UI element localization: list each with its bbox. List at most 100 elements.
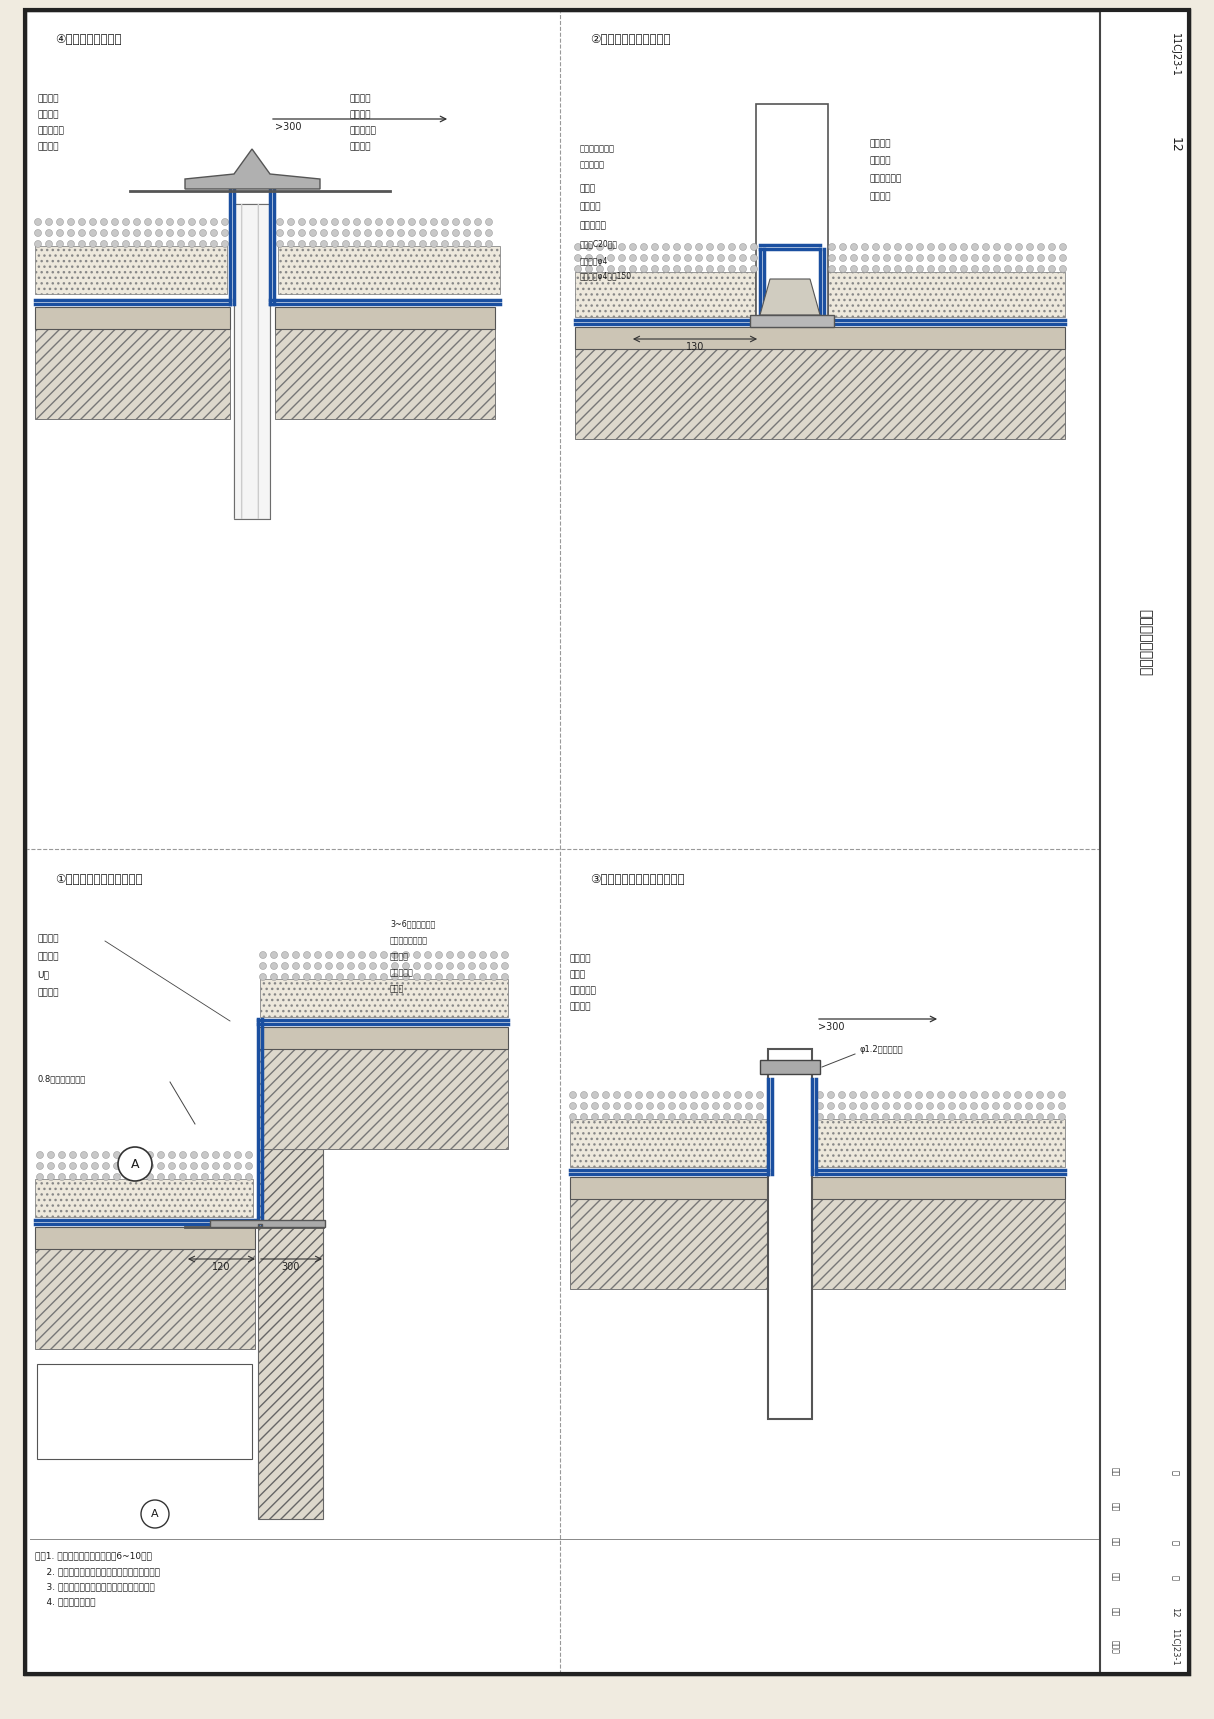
- Text: 密封材料: 密封材料: [350, 95, 371, 103]
- Circle shape: [342, 230, 350, 237]
- Circle shape: [36, 1174, 44, 1181]
- Circle shape: [223, 1152, 231, 1159]
- Circle shape: [358, 952, 365, 959]
- Circle shape: [828, 1102, 834, 1109]
- Text: 0.8厚镀锌钢板泛水: 0.8厚镀锌钢板泛水: [36, 1074, 85, 1083]
- Circle shape: [358, 963, 365, 970]
- Circle shape: [336, 952, 344, 959]
- Circle shape: [314, 963, 322, 970]
- Circle shape: [641, 244, 647, 251]
- Circle shape: [674, 254, 681, 261]
- Text: 密封材料: 密封材料: [50, 1372, 68, 1380]
- Circle shape: [453, 241, 460, 248]
- Circle shape: [917, 244, 924, 251]
- Circle shape: [90, 230, 96, 237]
- Circle shape: [717, 244, 725, 251]
- Text: 设计: 设计: [1111, 1573, 1119, 1581]
- Circle shape: [57, 218, 63, 225]
- Circle shape: [79, 241, 85, 248]
- Circle shape: [380, 963, 387, 970]
- Circle shape: [1060, 244, 1067, 251]
- Circle shape: [691, 1102, 698, 1109]
- Circle shape: [1026, 1092, 1032, 1098]
- Circle shape: [68, 218, 74, 225]
- Circle shape: [202, 1174, 209, 1181]
- Bar: [35, 308, 229, 328]
- Circle shape: [894, 1092, 901, 1098]
- Circle shape: [271, 963, 278, 970]
- Circle shape: [602, 1092, 609, 1098]
- Circle shape: [358, 973, 365, 980]
- Circle shape: [277, 218, 284, 225]
- Circle shape: [724, 1092, 731, 1098]
- Circle shape: [1037, 1092, 1044, 1098]
- Circle shape: [652, 265, 658, 273]
- Circle shape: [926, 1092, 934, 1098]
- Circle shape: [47, 1174, 55, 1181]
- Circle shape: [436, 952, 442, 959]
- Text: 附加防水层: 附加防水层: [571, 987, 597, 995]
- Circle shape: [136, 1152, 142, 1159]
- Circle shape: [970, 1114, 977, 1121]
- Circle shape: [1015, 244, 1022, 251]
- Circle shape: [1060, 254, 1067, 261]
- Circle shape: [134, 241, 141, 248]
- Circle shape: [872, 1102, 879, 1109]
- Circle shape: [839, 1102, 845, 1109]
- Circle shape: [501, 952, 509, 959]
- Circle shape: [364, 241, 371, 248]
- Text: 保温层: 保温层: [390, 985, 404, 994]
- Circle shape: [431, 241, 437, 248]
- Circle shape: [960, 265, 968, 273]
- Circle shape: [420, 230, 426, 237]
- Circle shape: [926, 1102, 934, 1109]
- Circle shape: [431, 218, 437, 225]
- Circle shape: [304, 952, 311, 959]
- Text: ④倒置式屋面变形缝: ④倒置式屋面变形缝: [55, 33, 121, 45]
- Text: 衬垫材料: 衬垫材料: [870, 193, 891, 201]
- Circle shape: [320, 241, 328, 248]
- Circle shape: [618, 254, 625, 261]
- Circle shape: [1038, 244, 1044, 251]
- Circle shape: [57, 241, 63, 248]
- Text: 120: 120: [211, 1262, 231, 1272]
- Circle shape: [102, 1162, 109, 1169]
- Circle shape: [155, 218, 163, 225]
- Circle shape: [658, 1102, 664, 1109]
- Circle shape: [90, 241, 96, 248]
- Circle shape: [817, 1092, 823, 1098]
- Circle shape: [486, 241, 493, 248]
- Circle shape: [669, 1102, 675, 1109]
- Circle shape: [469, 973, 476, 980]
- Circle shape: [34, 230, 41, 237]
- Text: 自粘套材: 自粘套材: [36, 952, 58, 961]
- Circle shape: [480, 952, 487, 959]
- Text: 秋: 秋: [1170, 1575, 1180, 1580]
- Circle shape: [282, 963, 289, 970]
- Circle shape: [915, 1102, 923, 1109]
- Circle shape: [342, 241, 350, 248]
- Circle shape: [271, 952, 278, 959]
- Circle shape: [113, 1152, 120, 1159]
- Circle shape: [745, 1114, 753, 1121]
- Circle shape: [199, 230, 206, 237]
- Text: 3. 屋面保温材料及保温层厚度由计算确定。: 3. 屋面保温材料及保温层厚度由计算确定。: [35, 1583, 154, 1592]
- Circle shape: [839, 1114, 845, 1121]
- Text: 水落口杯内: 水落口杯内: [580, 160, 605, 170]
- Circle shape: [574, 265, 582, 273]
- Circle shape: [734, 1092, 742, 1098]
- Circle shape: [288, 230, 295, 237]
- Circle shape: [1049, 244, 1055, 251]
- Circle shape: [212, 1152, 220, 1159]
- Circle shape: [453, 230, 460, 237]
- Circle shape: [739, 265, 747, 273]
- Text: 注：1. 屋面泛水注意保护层厚度6~10层。: 注：1. 屋面泛水注意保护层厚度6~10层。: [35, 1552, 152, 1561]
- Circle shape: [101, 218, 108, 225]
- Circle shape: [293, 963, 300, 970]
- Circle shape: [713, 1102, 720, 1109]
- Circle shape: [828, 244, 835, 251]
- Bar: [276, 328, 495, 419]
- Bar: [828, 272, 1065, 316]
- Circle shape: [971, 244, 978, 251]
- Circle shape: [210, 218, 217, 225]
